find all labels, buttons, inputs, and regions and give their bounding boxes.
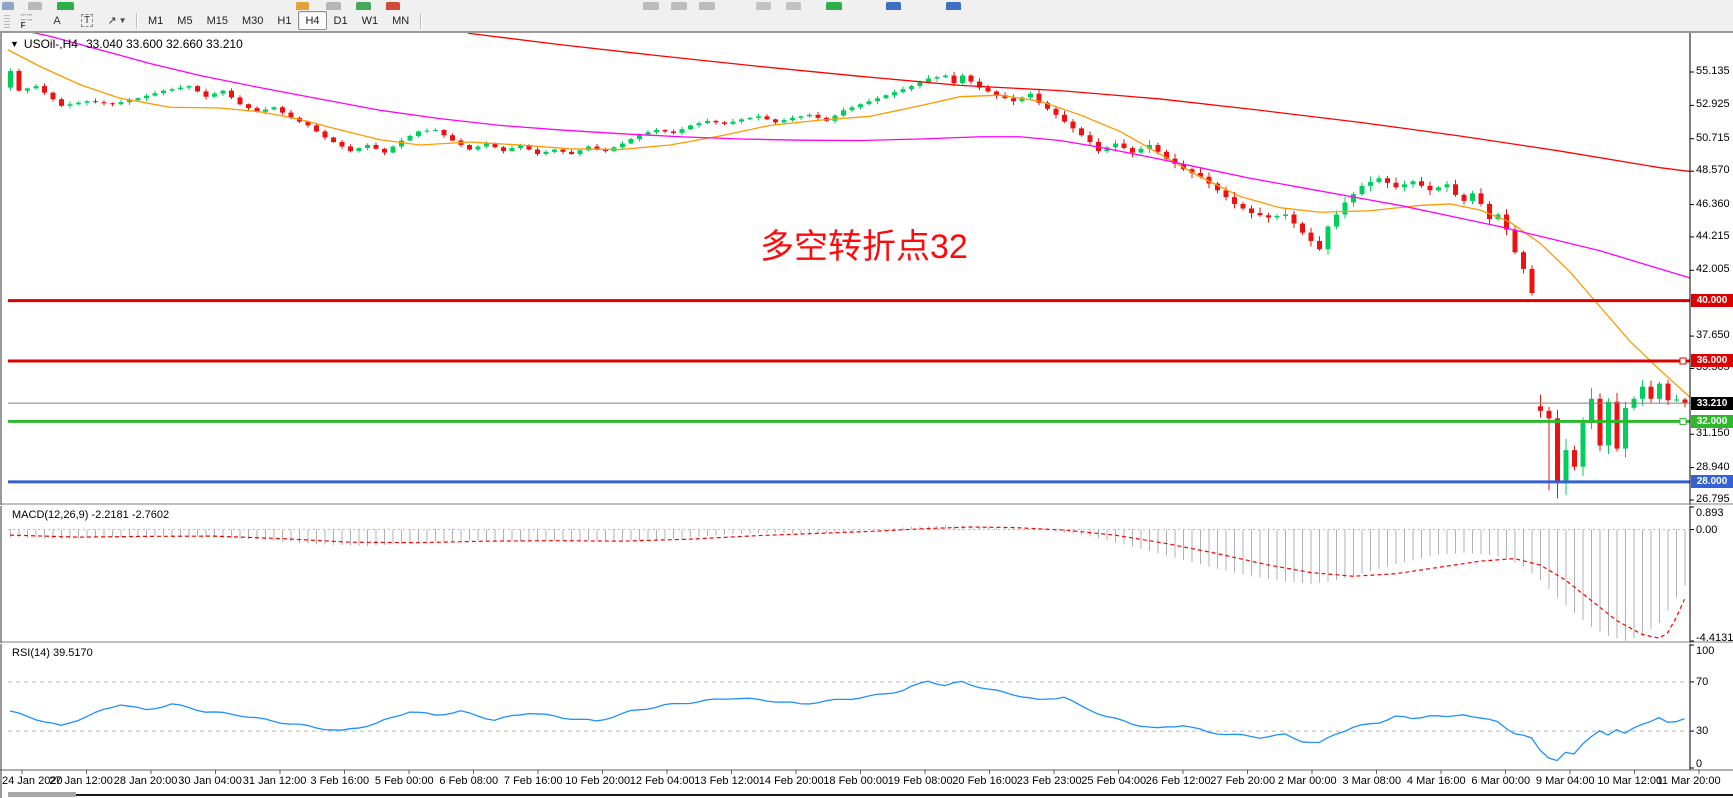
- timeframe-button-m15[interactable]: M15: [206, 14, 228, 27]
- price-scale-label[interactable]: 37.650: [1696, 329, 1730, 342]
- time-scale-label[interactable]: 2 Mar 00:00: [1277, 775, 1337, 787]
- terminal-icon[interactable]: [326, 2, 341, 10]
- rsi-pane-title: RSI(14) 39.5170: [12, 647, 93, 659]
- tester-icon[interactable]: [356, 2, 371, 10]
- time-scale-label[interactable]: 27 Jan 12:00: [49, 775, 113, 787]
- timeframe-button-mn[interactable]: MN: [392, 14, 410, 27]
- rsi-scale-label[interactable]: 30: [1696, 725, 1709, 738]
- alert-icon[interactable]: [296, 2, 309, 10]
- time-scale-label[interactable]: 14 Feb 20:00: [758, 775, 824, 787]
- symbol-period-label: USOil-,H4: [23, 37, 78, 51]
- time-scale-label[interactable]: 3 Feb 16:00: [310, 775, 370, 787]
- zoom-in-icon[interactable]: [756, 2, 771, 10]
- time-scale-label[interactable]: 19 Feb 08:00: [887, 775, 953, 787]
- time-scale-label[interactable]: 10 Feb 20:00: [565, 775, 631, 787]
- price-scale-label[interactable]: 31.150: [1696, 427, 1730, 440]
- time-icon[interactable]: [886, 2, 901, 10]
- time-scale-label[interactable]: 30 Jan 04:00: [178, 775, 242, 787]
- chart-window[interactable]: [0, 31, 1733, 798]
- time-scale-label[interactable]: 10 Mar 12:00: [1597, 775, 1663, 787]
- time-scale-label[interactable]: 13 Feb 12:00: [694, 775, 760, 787]
- chart-text-annotation[interactable]: 多空转折点32: [760, 228, 968, 266]
- fibonacci-retracement-icon[interactable]: ┄┄ ┄┄ F: [20, 10, 34, 30]
- time-scale-label[interactable]: 4 Mar 16:00: [1406, 775, 1466, 787]
- tile-h-icon[interactable]: [671, 2, 687, 10]
- time-scale-label[interactable]: 5 Feb 00:00: [374, 775, 434, 787]
- time-scale-label[interactable]: 20 Feb 16:00: [952, 775, 1018, 787]
- help-icon[interactable]: [946, 2, 961, 10]
- price-scale-label[interactable]: 42.005: [1696, 263, 1730, 276]
- toolbar-line-studies-periods: ┄┄ ┄┄ F A T ↗ ▼ M1 M5 M15 M30 H1 H4 D1 W1 MN: [0, 10, 1733, 32]
- horizontal-scrollbar-thumb[interactable]: [8, 792, 76, 797]
- current-price-price-tag: 33.210: [1691, 396, 1733, 410]
- price-scale-label[interactable]: 28.940: [1696, 460, 1730, 473]
- price-scale-label[interactable]: 52.925: [1696, 98, 1730, 111]
- text-tool-icon[interactable]: A: [53, 14, 61, 27]
- support-32-price-tag: 32.000: [1691, 414, 1733, 428]
- rsi-scale-label[interactable]: 100: [1696, 645, 1715, 657]
- time-scale-label[interactable]: 26 Feb 12:00: [1145, 775, 1211, 787]
- cascade-icon[interactable]: [643, 2, 659, 10]
- price-scale-label[interactable]: 50.715: [1696, 131, 1730, 144]
- timeframe-button-h1[interactable]: H1: [277, 14, 292, 27]
- macd-scale-label[interactable]: 0.00: [1696, 523, 1718, 536]
- resistance-36-handle[interactable]: [1679, 357, 1687, 365]
- ohlc-values: 33.040 33.600 32.660 33.210: [85, 37, 243, 51]
- time-scale-label[interactable]: 6 Mar 00:00: [1471, 775, 1531, 787]
- time-scale-label[interactable]: 12 Feb 04:00: [629, 775, 695, 787]
- rsi-scale-label[interactable]: 0: [1696, 758, 1703, 770]
- time-scale-label[interactable]: 11 Mar 20:00: [1656, 775, 1721, 787]
- price-scale-label[interactable]: 44.215: [1696, 229, 1730, 242]
- toolbar-standard-clipped: [0, 0, 1733, 10]
- timeframe-button-m30[interactable]: M30: [241, 14, 264, 27]
- support-28-price-tag: 28.000: [1691, 475, 1733, 489]
- macd-pane-title: MACD(12,26,9) -2.2181 -2.7602: [12, 509, 170, 521]
- time-scale-label[interactable]: 18 Feb 00:00: [823, 775, 889, 787]
- time-scale-label[interactable]: 25 Feb 04:00: [1081, 775, 1147, 787]
- chart-title: ▼ USOil-,H4 33.040 33.600 32.660 33.210: [10, 37, 243, 51]
- window-icon[interactable]: [2, 2, 14, 10]
- timeframe-button-m5[interactable]: M5: [177, 14, 193, 27]
- time-scale-label[interactable]: 9 Mar 04:00: [1535, 775, 1595, 787]
- tile-v-icon[interactable]: [699, 2, 715, 10]
- macd-scale-label[interactable]: 0.893: [1696, 507, 1724, 519]
- time-scale-label[interactable]: 7 Feb 16:00: [503, 775, 563, 787]
- add-indicator-icon[interactable]: [826, 2, 842, 10]
- time-scale-label[interactable]: 6 Feb 08:00: [439, 775, 499, 787]
- resistance-40-price-tag: 40.000: [1691, 294, 1733, 308]
- collapse-triangle-icon[interactable]: ▼: [10, 39, 19, 49]
- resistance-36-price-tag: 36.000: [1691, 354, 1733, 368]
- time-scale-label[interactable]: 3 Mar 08:00: [1342, 775, 1402, 787]
- timeframe-button-h4[interactable]: H4: [298, 11, 327, 30]
- profile-icon[interactable]: [28, 2, 42, 10]
- toolbar-drag-handle[interactable]: [2, 13, 12, 28]
- autotrade-icon[interactable]: [386, 2, 400, 10]
- macd-scale-label[interactable]: -4.4131: [1696, 632, 1733, 644]
- price-scale-label[interactable]: 55.135: [1696, 65, 1730, 77]
- zoom-out-icon[interactable]: [786, 2, 801, 10]
- price-scale-label[interactable]: 26.795: [1696, 493, 1730, 506]
- time-scale-label[interactable]: 23 Feb 23:00: [1016, 775, 1082, 787]
- time-scale-label[interactable]: 27 Feb 20:00: [1210, 775, 1276, 787]
- timeframe-button-w1[interactable]: W1: [361, 14, 379, 27]
- toolbar-separator: [136, 12, 137, 29]
- price-scale-label[interactable]: 48.570: [1696, 164, 1730, 177]
- timeframe-button-m1[interactable]: M1: [148, 14, 164, 27]
- price-scale-label[interactable]: 46.360: [1696, 197, 1730, 210]
- timeframe-button-d1[interactable]: D1: [333, 14, 348, 27]
- horizontal-scrollbar-track: [76, 794, 1733, 796]
- time-scale-label[interactable]: 28 Jan 20:00: [113, 775, 178, 787]
- rsi-scale-label[interactable]: 70: [1696, 675, 1709, 688]
- new-chart-icon[interactable]: [57, 2, 74, 10]
- support-32-handle[interactable]: [1679, 417, 1687, 425]
- chevron-down-icon[interactable]: ▼: [118, 16, 127, 25]
- time-scale-label[interactable]: 31 Jan 12:00: [242, 775, 307, 787]
- time-scale-label[interactable]: 24 Jan 2020: [2, 775, 63, 787]
- toolbar-separator: [420, 12, 422, 29]
- text-label-tool-icon[interactable]: T: [73, 11, 101, 30]
- arrows-tool-icon[interactable]: ↗ ▼: [107, 15, 127, 27]
- timeframe-button-group: M1 M5 M15 M30 H1 H4 D1 W1 MN: [141, 11, 416, 30]
